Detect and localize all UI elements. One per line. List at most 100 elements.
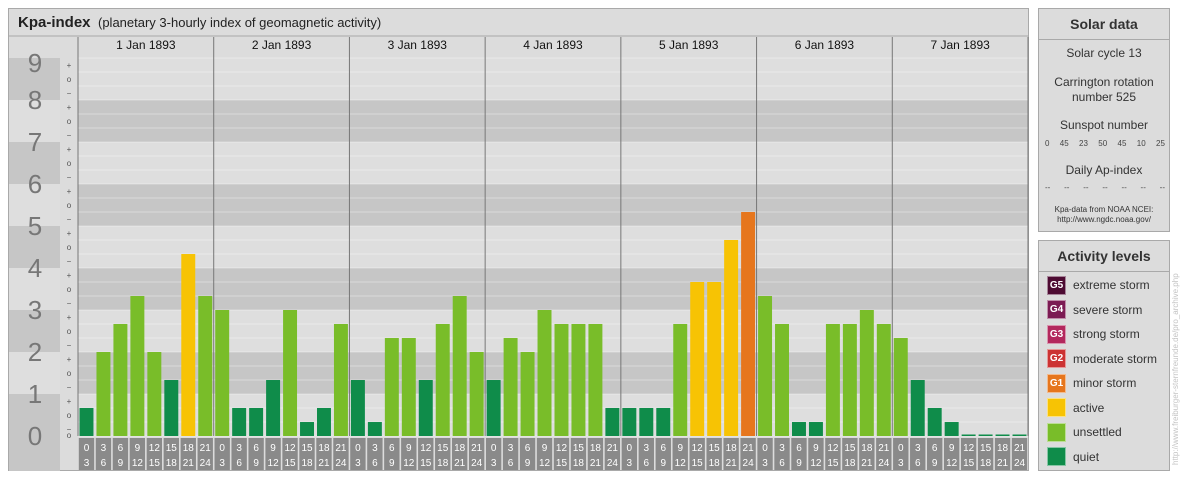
ap-index-value: -- [1140, 183, 1146, 192]
time-start-label: 9 [813, 443, 819, 454]
time-cell [587, 438, 604, 470]
activity-levels-title: Activity levels [1057, 248, 1151, 264]
y-tick-label: 3 [28, 295, 42, 325]
kp-bar [673, 323, 688, 436]
time-start-label: 15 [166, 443, 178, 454]
time-start-label: 9 [949, 443, 955, 454]
time-start-label: 3 [915, 443, 921, 454]
time-start-label: 15 [573, 443, 585, 454]
time-cell [316, 438, 332, 470]
time-start-label: 6 [389, 443, 395, 454]
time-end-label: 24 [471, 458, 483, 469]
legend-swatch: G1 [1047, 373, 1066, 393]
time-start-label: 6 [118, 443, 124, 454]
time-end-label: 12 [810, 458, 822, 469]
kp-bar [876, 323, 891, 436]
time-cell [248, 438, 264, 470]
chart-title: Kpa-index [18, 14, 91, 31]
y-tick-label: 2 [28, 337, 42, 367]
time-end-label: 9 [253, 458, 259, 469]
time-end-label: 12 [539, 458, 551, 469]
time-cell [350, 438, 366, 470]
panel-divider [1039, 39, 1169, 40]
time-cell [960, 438, 977, 470]
y-subtick-label: − [67, 383, 72, 392]
time-start-label: 3 [236, 443, 242, 454]
time-start-label: 18 [726, 443, 738, 454]
time-cell [299, 438, 315, 470]
y-subtick-label: o [67, 285, 72, 294]
legend-label: unsettled [1073, 425, 1122, 439]
time-start-label: 21 [200, 443, 212, 454]
kp-bar [249, 407, 264, 436]
time-start-label: 9 [677, 443, 683, 454]
y-axis-band [9, 142, 60, 184]
kp-bar [435, 323, 450, 436]
time-end-label: 9 [932, 458, 938, 469]
time-start-label: 18 [454, 443, 466, 454]
ap-index-values: -- -- -- -- -- -- -- [1045, 183, 1165, 192]
ap-index-value: -- [1083, 183, 1089, 192]
time-start-label: 12 [692, 443, 704, 454]
time-cell [621, 438, 638, 470]
y-subtick-label: o [67, 369, 72, 378]
legend-item: G5 extreme storm [1047, 275, 1150, 295]
time-cell [536, 438, 553, 470]
time-start-label: 15 [301, 443, 313, 454]
time-cell [231, 438, 247, 470]
legend-swatch: G2 [1047, 349, 1066, 368]
time-start-label: 12 [963, 443, 975, 454]
plot-band [78, 226, 1028, 268]
time-start-label: 21 [335, 443, 347, 454]
time-end-label: 6 [508, 458, 514, 469]
time-end-label: 24 [743, 458, 755, 469]
time-cell [163, 438, 179, 470]
kp-bar [944, 422, 959, 436]
source-link[interactable]: http://www.ngdc.noaa.gov/ [1057, 215, 1151, 224]
time-start-label: 6 [525, 443, 531, 454]
y-subtick-label: + [67, 229, 72, 238]
kp-bar [792, 422, 806, 436]
time-end-label: 12 [132, 458, 144, 469]
time-start-label: 3 [372, 443, 378, 454]
plot-band [78, 58, 1028, 100]
kp-bar [79, 407, 94, 436]
time-cell [689, 438, 705, 470]
sunspot-value: 25 [1156, 139, 1165, 148]
activity-levels-panel: Activity levels G5 extreme storm G4 severe … [1038, 240, 1170, 471]
kp-bar [198, 296, 213, 436]
time-end-label: 24 [607, 458, 619, 469]
carrington-line1: Carrington rotation [1054, 75, 1154, 89]
time-cell [723, 438, 739, 470]
kp-bar [808, 422, 823, 436]
time-end-label: 18 [437, 458, 449, 469]
legend-label: quiet [1073, 449, 1100, 464]
time-cell [1011, 438, 1028, 470]
sunspot-value: 45 [1117, 139, 1127, 148]
y-subtick-label: o [67, 117, 72, 126]
kp-bar [96, 352, 111, 436]
time-end-label: 12 [403, 458, 415, 469]
time-end-label: 15 [692, 458, 704, 469]
time-cell [333, 438, 349, 470]
kp-bar [113, 323, 128, 436]
time-start-label: 0 [355, 443, 361, 454]
time-cell [282, 438, 298, 470]
time-end-label: 24 [1014, 458, 1026, 469]
time-end-label: 18 [301, 458, 313, 469]
legend-item: quiet [1047, 447, 1100, 466]
time-start-label: 9 [542, 443, 548, 454]
time-start-label: 15 [980, 443, 992, 454]
y-tick-label: 5 [28, 211, 42, 241]
time-end-label: 18 [980, 458, 992, 469]
y-axis-band [9, 184, 60, 226]
time-start-label: 6 [660, 443, 666, 454]
kp-bar [283, 310, 298, 436]
time-end-label: 12 [675, 458, 687, 469]
time-cell [706, 438, 722, 470]
legend-label: extreme storm [1073, 278, 1150, 292]
day-label: 7 Jan 1893 [930, 38, 990, 52]
kp-bar [520, 352, 535, 436]
y-tick-label: 9 [28, 48, 42, 78]
kp-bar [266, 380, 281, 436]
